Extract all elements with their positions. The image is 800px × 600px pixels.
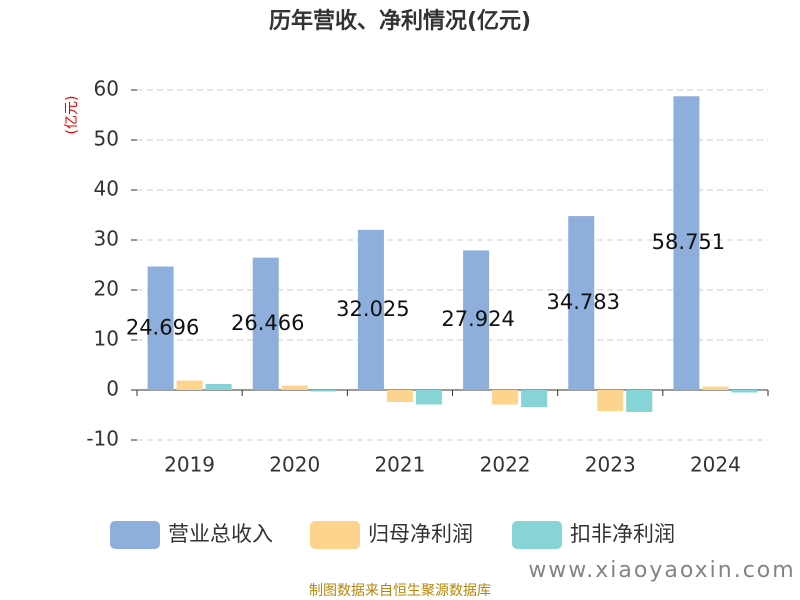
bar (673, 96, 700, 391)
data-label: 58.751 (652, 230, 725, 254)
y-tick-label: 20 (94, 277, 119, 301)
y-tick-label: 10 (94, 327, 119, 351)
bar (281, 385, 308, 390)
x-tick-label: 2023 (585, 453, 636, 477)
bar (205, 384, 232, 390)
bar (463, 250, 490, 390)
y-tick-label: -10 (86, 427, 119, 451)
legend-swatch (310, 521, 360, 549)
watermark: www.xiaoyaoxin.com (528, 558, 795, 583)
x-tick-label: 2020 (269, 453, 320, 477)
bar (492, 390, 519, 405)
bar (310, 390, 337, 392)
x-tick-label: 2024 (690, 453, 741, 477)
bar (415, 390, 442, 405)
y-tick-label: 50 (94, 127, 119, 151)
data-label: 26.466 (231, 311, 304, 335)
x-tick-label: 2022 (480, 453, 531, 477)
bar (357, 229, 384, 390)
legend-label: 扣非净利润 (570, 522, 675, 546)
source-note: 制图数据来自恒生聚源数据库 (309, 583, 491, 599)
legend-label: 营业总收入 (168, 522, 273, 546)
bar (252, 257, 279, 390)
bar (597, 390, 624, 411)
data-label: 27.924 (441, 307, 514, 331)
data-label: 24.696 (126, 315, 199, 339)
chart-title: 历年营收、净利情况(亿元) (269, 8, 531, 34)
bar (702, 386, 729, 390)
bar (386, 390, 413, 402)
bar (731, 390, 758, 393)
y-axis-label: (亿元) (64, 96, 80, 135)
data-label: 34.783 (547, 290, 620, 314)
y-tick-label: 60 (94, 77, 119, 101)
data-label: 32.025 (336, 297, 409, 321)
bar (176, 380, 203, 390)
bar (521, 390, 548, 407)
legend-label: 归母净利润 (368, 522, 473, 546)
x-tick-label: 2019 (164, 453, 215, 477)
legend-swatch (110, 521, 160, 549)
y-tick-label: 40 (94, 177, 119, 201)
x-tick-label: 2021 (374, 453, 425, 477)
y-tick-label: 30 (94, 227, 119, 251)
bar (626, 390, 653, 412)
bar (147, 266, 174, 390)
y-tick-label: 0 (106, 377, 119, 401)
legend-swatch (512, 521, 562, 549)
bar (568, 216, 595, 390)
